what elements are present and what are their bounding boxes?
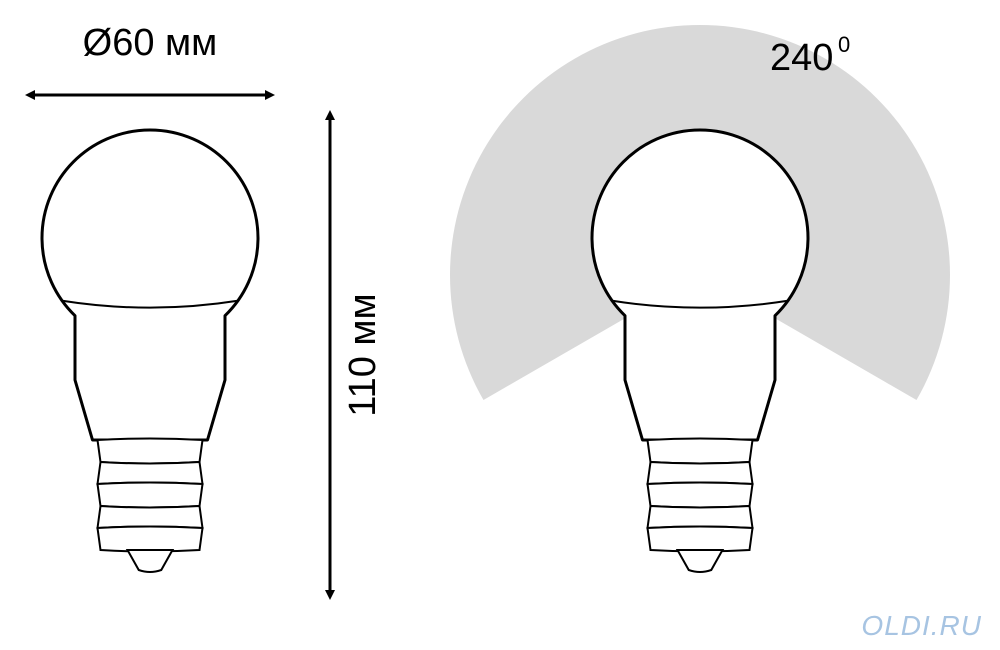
thread-row — [648, 462, 753, 484]
bulb-tip — [678, 550, 723, 572]
thread-row — [98, 439, 203, 464]
thread-row — [98, 527, 203, 552]
thread-row — [648, 506, 753, 528]
thread-row — [98, 483, 203, 508]
bulb-outline — [42, 130, 258, 440]
bulb-outline — [592, 130, 808, 440]
thread-row — [648, 483, 753, 508]
bulb-tip — [128, 550, 173, 572]
thread-row — [648, 527, 753, 552]
beam-angle-label: 240 — [770, 37, 833, 79]
diameter-label: Ø60 мм — [83, 22, 218, 64]
thread-row — [648, 439, 753, 464]
diagram-svg: Ø60 мм 110 мм 2400 — [0, 0, 1000, 650]
height-label: 110 мм — [342, 293, 384, 416]
watermark-text: OLDI.RU — [861, 610, 982, 642]
thread-row — [98, 506, 203, 528]
thread-row — [98, 462, 203, 484]
beam-angle-superscript: 0 — [838, 32, 850, 57]
